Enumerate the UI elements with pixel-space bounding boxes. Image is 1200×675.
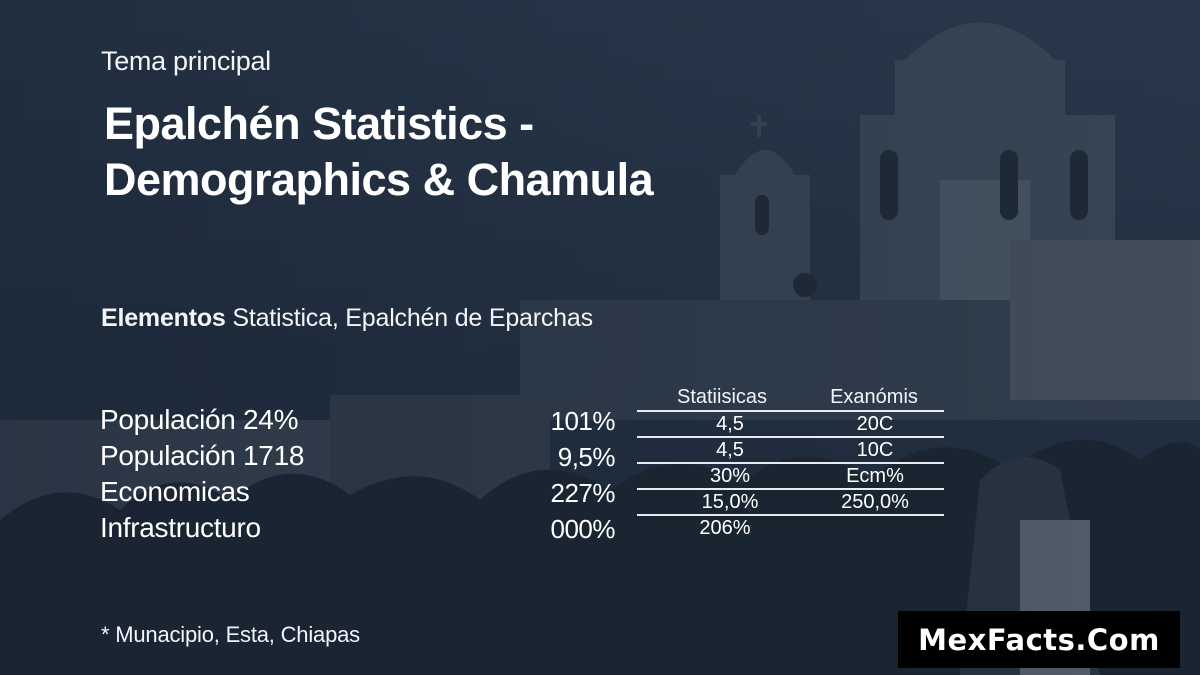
table-cell: 10C xyxy=(856,439,894,461)
table-header: Exanómis xyxy=(830,386,918,408)
title-line-1: Epalchén Statistics - xyxy=(104,98,534,149)
table-cell: 250,0% xyxy=(841,491,909,513)
table-cell: 4,5 xyxy=(716,439,744,461)
table-cell: Ecm% xyxy=(846,465,904,487)
metric-label: Populación 1718 xyxy=(100,440,305,471)
metric-label: Infrastructuro xyxy=(100,512,261,543)
table-header: Statiisicas xyxy=(676,386,768,408)
brand-watermark: MexFacts.Com xyxy=(898,611,1180,668)
table-cell: 20C xyxy=(856,413,894,435)
metric-value: 9,5% xyxy=(557,442,616,472)
table-divider xyxy=(637,514,944,516)
table-cell: 206% xyxy=(699,517,751,539)
table-divider xyxy=(637,436,944,438)
metric-label: Economicas xyxy=(100,476,250,507)
eyebrow-label: Tema principal xyxy=(101,46,271,76)
page-title: Epalchén Statistics - Demographics & Cha… xyxy=(104,96,804,208)
footnote: * Munacipio, Esta, Chiapas xyxy=(101,622,360,647)
title-line-2: Demographics & Chamula xyxy=(104,154,654,205)
subtitle: Elementos Statistica, Epalchén de Eparch… xyxy=(101,304,593,333)
table-cell: 15,0% xyxy=(701,491,759,513)
subtitle-bold: Elementos xyxy=(101,304,226,332)
metric-label: Populación 24% xyxy=(100,404,299,435)
table-divider xyxy=(637,488,944,490)
metric-value: 101% xyxy=(550,406,616,436)
table-divider xyxy=(637,410,944,412)
subtitle-rest: Statistica, Epalchén de Eparchas xyxy=(225,304,593,332)
table-cell: 30% xyxy=(709,465,751,487)
table-cell: 4,5 xyxy=(716,413,744,435)
metric-value: 227% xyxy=(550,478,616,508)
table-divider xyxy=(637,462,944,464)
metric-value: 000% xyxy=(550,514,616,544)
